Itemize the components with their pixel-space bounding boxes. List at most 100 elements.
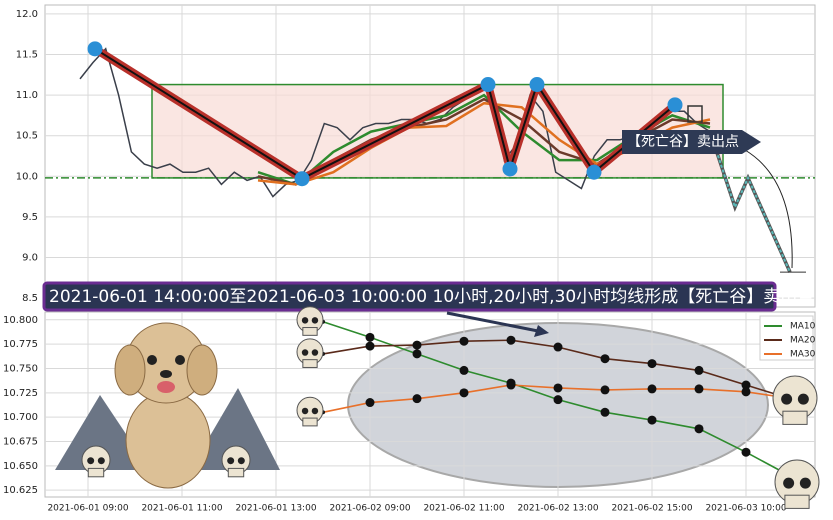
skull-eye — [301, 349, 309, 356]
y-tick-label: 10.0 — [16, 171, 38, 182]
ma-point — [694, 365, 704, 375]
annotation-box — [622, 130, 761, 154]
arc — [744, 149, 793, 269]
arrow-head — [534, 325, 549, 337]
ma-point — [506, 380, 516, 390]
ma-point — [459, 336, 469, 346]
ma-point — [365, 398, 375, 408]
legend-label: MA30 — [790, 350, 816, 360]
dog-ear — [186, 344, 218, 396]
ma-point — [600, 354, 610, 364]
ma-point — [506, 335, 516, 345]
x-tick-label: 2021-06-03 10:00 — [705, 504, 786, 514]
skull-eye — [781, 393, 793, 405]
y-tick-label: 12.0 — [16, 9, 38, 20]
pattern-point — [87, 41, 103, 57]
small-box — [687, 105, 703, 123]
ma-point — [459, 365, 469, 375]
dog-eye — [147, 355, 157, 365]
skull-jaw — [784, 494, 810, 509]
legend-label: MA20 — [790, 336, 816, 346]
y-tick-label: 8.5 — [22, 293, 38, 304]
skull-eye — [783, 477, 795, 489]
arrow — [446, 311, 539, 333]
y-tick-label: 11.5 — [16, 50, 38, 61]
skull-eye — [301, 407, 309, 415]
skull-eye — [311, 407, 319, 415]
pattern-point — [502, 161, 518, 177]
skull-jaw — [782, 410, 808, 425]
y-tick-label: 10.775 — [3, 339, 38, 350]
skull-eye — [97, 457, 105, 465]
skull-eye — [301, 317, 309, 324]
skull-eye — [227, 457, 235, 465]
skull-eye — [797, 393, 809, 405]
ma-point — [741, 387, 751, 397]
ma-point — [600, 385, 610, 395]
banner — [42, 281, 777, 312]
y-tick-label: 10.700 — [3, 412, 38, 423]
ma-point — [647, 359, 657, 369]
pattern-point — [667, 97, 683, 113]
ma-point — [553, 342, 563, 352]
pattern-point — [480, 77, 496, 93]
dog-ear — [114, 344, 146, 396]
ma-point — [741, 380, 751, 390]
annotation: 【死亡谷】卖出点 — [627, 134, 739, 150]
ma-point — [365, 341, 375, 351]
y-tick-label: 11.0 — [16, 90, 38, 101]
x-tick-label: 2021-06-02 15:00 — [611, 504, 692, 514]
ma-point — [459, 388, 469, 398]
ma-point — [553, 395, 563, 405]
dog-body — [125, 391, 211, 489]
ma-point — [694, 424, 704, 434]
y-tick-label: 10.750 — [3, 363, 38, 374]
y-tick-label: 9.0 — [22, 252, 38, 263]
y-tick-label: 9.5 — [22, 212, 38, 223]
skull-eye — [799, 477, 811, 489]
y-tick-label: 10.675 — [3, 437, 38, 448]
x-tick-label: 2021-06-02 11:00 — [423, 504, 504, 514]
ma-point — [741, 447, 751, 457]
pattern-point — [529, 77, 545, 93]
x-tick-label: 2021-06-01 13:00 — [235, 504, 316, 514]
x-tick-label: 2021-06-02 13:00 — [517, 504, 598, 514]
x-tick-label: 2021-06-01 09:00 — [47, 504, 128, 514]
ma-point — [600, 407, 610, 417]
y-tick-label: 10.5 — [16, 131, 38, 142]
skull-jaw — [227, 467, 245, 478]
y-tick-label: 10.725 — [3, 388, 38, 399]
ma-point — [647, 384, 657, 394]
pattern-point — [586, 164, 602, 180]
forecast-line-inner — [709, 131, 791, 273]
dog-eye — [175, 355, 185, 365]
price-line — [79, 47, 711, 198]
skull-jaw — [302, 417, 318, 427]
ma-point — [647, 415, 657, 425]
x-tick-label: 2021-06-02 09:00 — [329, 504, 410, 514]
mountain — [190, 388, 280, 470]
legend-box — [759, 315, 814, 361]
mountain — [55, 395, 150, 470]
dog-mouth — [157, 381, 175, 393]
ma-point — [412, 349, 422, 359]
y-tick-label: 10.650 — [3, 461, 38, 472]
y-tick-label: 10.800 — [3, 315, 38, 326]
skull-jaw — [302, 359, 318, 368]
skull-jaw — [302, 327, 318, 336]
banner-text: 2021-06-01 14:00:00至2021-06-03 10:00:00 … — [49, 287, 814, 307]
skull-eye — [311, 349, 319, 356]
x-tick-label: 2021-06-01 11:00 — [141, 504, 222, 514]
dog-nose — [160, 370, 172, 378]
pattern-point — [294, 171, 310, 187]
ma-point — [412, 340, 422, 350]
ma-point — [412, 394, 422, 404]
skull-jaw — [87, 467, 105, 478]
y-tick-label: 10.625 — [3, 485, 38, 496]
skull-eye — [87, 457, 95, 465]
ma-point — [365, 332, 375, 342]
ma-point — [694, 384, 704, 394]
skull-eye — [237, 457, 245, 465]
legend-label: MA10 — [790, 322, 816, 332]
